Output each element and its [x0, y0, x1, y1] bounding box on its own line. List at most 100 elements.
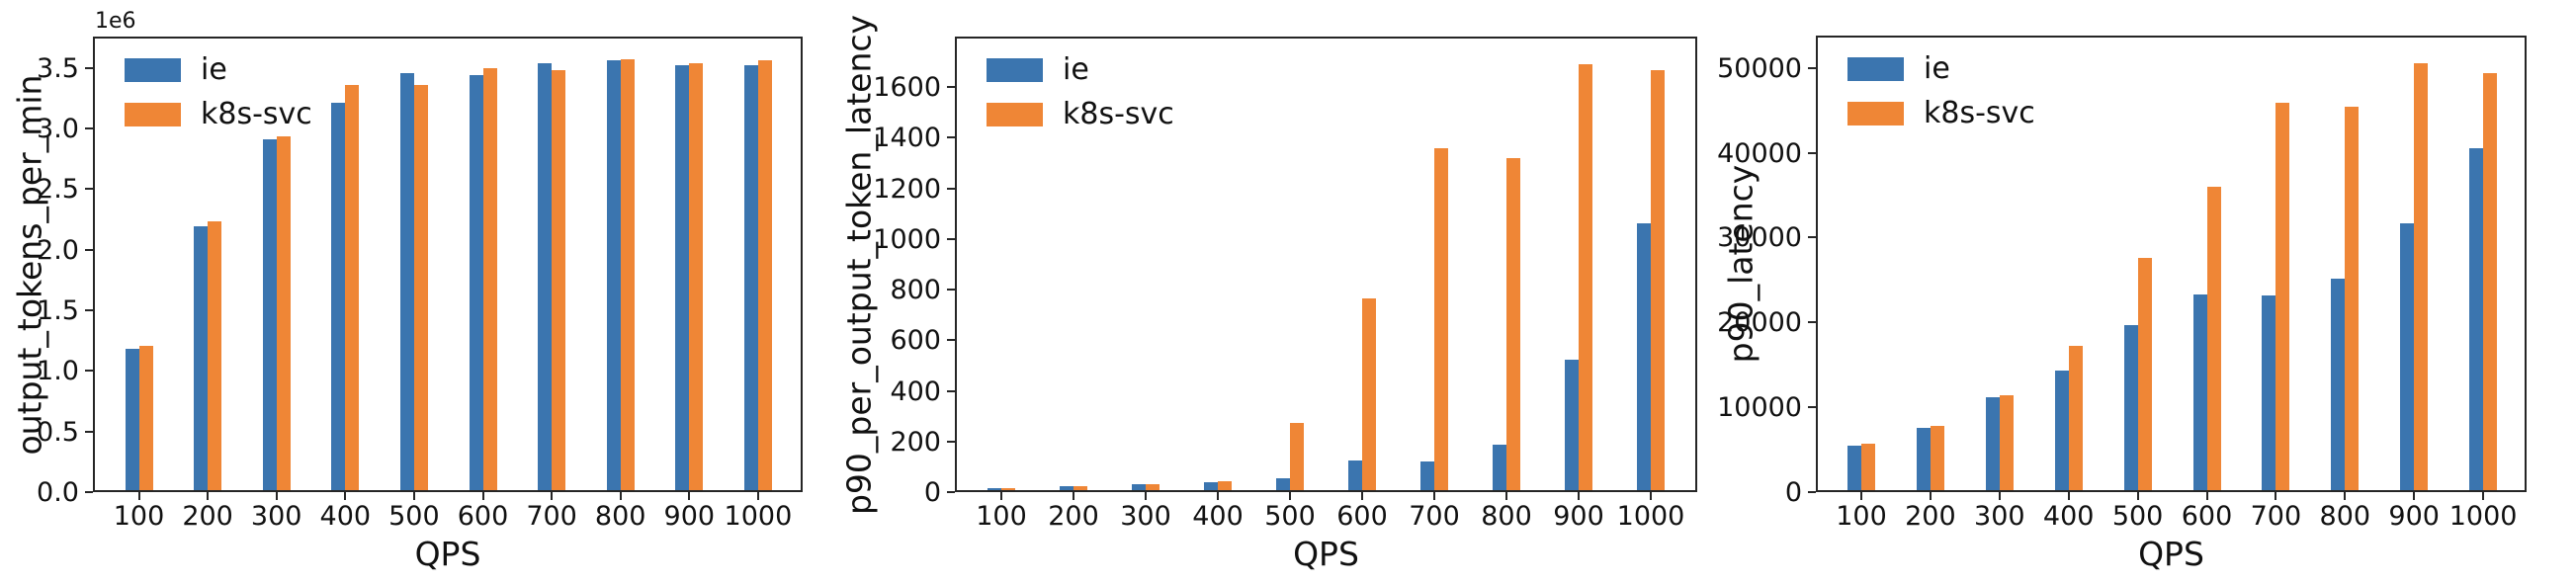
bar-ie-800 — [2331, 279, 2346, 490]
x-tick-mark — [2413, 492, 2416, 500]
y-tick-label: 3.0 — [37, 114, 79, 145]
y-tick-mark — [947, 289, 955, 292]
bar-k8s-svc-100 — [138, 345, 153, 490]
x-tick-label: 100 — [976, 501, 1027, 532]
bar-ie-700 — [538, 62, 553, 490]
bar-k8s-svc-700 — [552, 70, 566, 490]
x-tick-mark — [1433, 492, 1435, 500]
bar-ie-900 — [2400, 222, 2415, 490]
bar-k8s-svc-600 — [1362, 297, 1376, 490]
x-tick-mark — [1578, 492, 1580, 500]
bar-ie-400 — [1204, 481, 1218, 490]
y-tick-label: 0.0 — [37, 477, 79, 508]
bar-k8s-svc-100 — [1861, 444, 1875, 490]
x-tick-label: 300 — [1974, 501, 2025, 532]
bar-k8s-svc-100 — [1001, 487, 1015, 490]
bar-ie-200 — [1916, 427, 1931, 490]
legend-swatch-k8s-svc — [125, 103, 181, 126]
x-tick-mark — [481, 492, 484, 500]
legend-item-k8s-svc: k8s-svc — [987, 99, 1174, 130]
x-tick-label: 500 — [1264, 501, 1316, 532]
bar-ie-900 — [1565, 360, 1579, 490]
y-tick-mark — [85, 248, 93, 251]
legend-label-ie: ie — [1063, 52, 1089, 87]
bar-k8s-svc-1000 — [2483, 72, 2498, 490]
bar-k8s-svc-200 — [208, 220, 222, 490]
bar-ie-600 — [1348, 460, 1362, 490]
x-axis-title: QPS — [1293, 535, 1359, 573]
y-tick-mark — [947, 237, 955, 240]
x-tick-label: 700 — [1409, 501, 1460, 532]
bar-ie-300 — [262, 138, 277, 490]
x-tick-label: 500 — [388, 501, 440, 532]
y-axis-offset-label: 1e6 — [95, 9, 136, 34]
bar-k8s-svc-500 — [1290, 422, 1304, 490]
x-tick-mark — [1289, 492, 1291, 500]
x-tick-label: 300 — [1120, 501, 1171, 532]
y-tick-label: 2.5 — [37, 174, 79, 206]
bar-ie-400 — [331, 103, 346, 490]
bar-k8s-svc-800 — [1506, 157, 1520, 490]
bar-k8s-svc-300 — [1999, 394, 2014, 490]
x-tick-label: 200 — [1048, 501, 1099, 532]
legend-swatch-ie — [1847, 57, 1904, 81]
bar-ie-800 — [1493, 444, 1506, 490]
x-tick-mark — [1929, 492, 1932, 500]
legend-item-ie: ie — [125, 54, 312, 86]
x-tick-label: 100 — [113, 501, 165, 532]
y-tick-label: 1000 — [873, 223, 941, 255]
x-tick-mark — [1361, 492, 1363, 500]
x-tick-mark — [1505, 492, 1507, 500]
bar-k8s-svc-700 — [2275, 103, 2290, 490]
plot-area: ie k8s-svc — [93, 37, 803, 492]
bar-ie-700 — [2262, 295, 2276, 490]
bar-k8s-svc-500 — [2137, 257, 2152, 490]
x-tick-mark — [207, 492, 210, 500]
x-tick-mark — [344, 492, 347, 500]
legend-label-k8s-svc: k8s-svc — [1063, 97, 1174, 131]
y-tick-mark — [1808, 321, 1816, 324]
x-tick-label: 600 — [2181, 501, 2233, 532]
x-tick-label: 1000 — [724, 501, 793, 532]
x-tick-mark — [1998, 492, 2001, 500]
y-tick-label: 1200 — [873, 173, 941, 205]
bar-k8s-svc-900 — [2414, 63, 2429, 490]
x-tick-mark — [137, 492, 140, 500]
legend: ie k8s-svc — [125, 54, 312, 143]
y-tick-label: 800 — [890, 275, 941, 306]
y-tick-label: 2.0 — [37, 234, 79, 266]
y-tick-mark — [85, 370, 93, 373]
bar-k8s-svc-300 — [276, 136, 291, 490]
y-tick-label: 40000 — [1717, 137, 1802, 169]
y-tick-label: 400 — [890, 376, 941, 407]
bar-ie-700 — [1420, 461, 1434, 490]
bar-k8s-svc-800 — [2345, 106, 2360, 490]
x-tick-mark — [551, 492, 554, 500]
y-tick-label: 1400 — [873, 123, 941, 154]
y-tick-mark — [1808, 406, 1816, 409]
x-tick-label: 900 — [2388, 501, 2440, 532]
legend-label-ie: ie — [1924, 51, 1950, 86]
bar-ie-600 — [2192, 293, 2207, 490]
bar-ie-200 — [194, 225, 209, 490]
bar-k8s-svc-400 — [1218, 480, 1232, 490]
bar-ie-500 — [1276, 478, 1290, 490]
x-axis-title: QPS — [2138, 535, 2204, 573]
x-tick-mark — [1860, 492, 1862, 500]
y-tick-mark — [947, 187, 955, 190]
y-tick-label: 1.5 — [37, 295, 79, 327]
bar-k8s-svc-900 — [1579, 64, 1592, 490]
x-tick-label: 900 — [663, 501, 716, 532]
bar-k8s-svc-1000 — [1651, 70, 1665, 490]
bar-ie-100 — [125, 349, 139, 490]
bar-ie-900 — [675, 65, 690, 490]
x-tick-label: 800 — [594, 501, 646, 532]
x-tick-label: 400 — [1192, 501, 1244, 532]
y-tick-label: 1600 — [873, 72, 941, 104]
bar-k8s-svc-1000 — [757, 60, 772, 490]
bar-ie-600 — [469, 75, 483, 490]
